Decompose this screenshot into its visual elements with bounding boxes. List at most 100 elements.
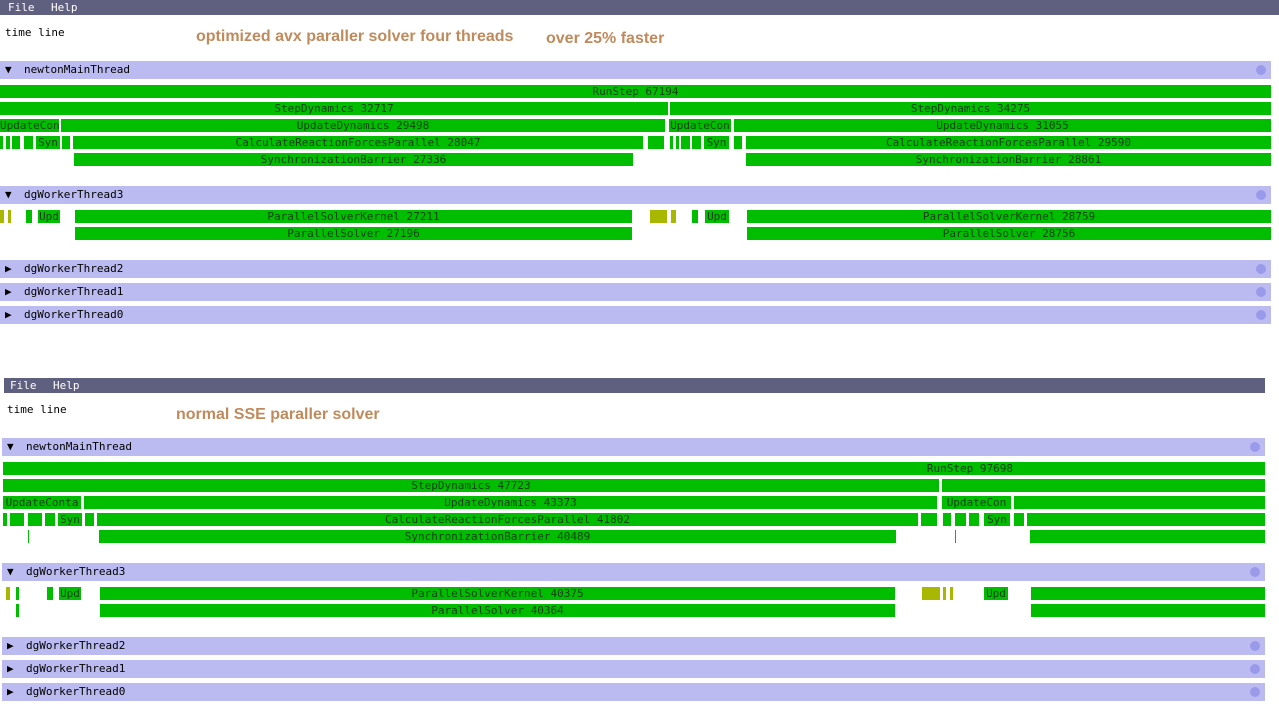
timeline-bar[interactable] bbox=[670, 136, 673, 149]
timeline-bar[interactable]: ParallelSolver 28756 bbox=[747, 227, 1271, 240]
timeline-bar[interactable]: Syn bbox=[36, 136, 60, 149]
timeline-bar[interactable] bbox=[1031, 604, 1265, 617]
collapse-arrow-icon[interactable]: ▼ bbox=[7, 440, 14, 453]
timeline-bar[interactable] bbox=[16, 587, 19, 600]
thread-name: newtonMainThread bbox=[26, 440, 132, 453]
timeline-bar[interactable] bbox=[1014, 496, 1265, 509]
timeline-bar[interactable]: Upd bbox=[59, 587, 81, 600]
thread-header-dgWorkerThread1[interactable]: ▶ dgWorkerThread1 bbox=[0, 283, 1271, 301]
timeline-bar[interactable] bbox=[62, 136, 70, 149]
timeline-bar[interactable]: Syn bbox=[58, 513, 82, 526]
timeline-bar[interactable] bbox=[922, 587, 940, 600]
timeline-bar[interactable] bbox=[24, 136, 33, 149]
timeline-bar[interactable] bbox=[692, 136, 701, 149]
thread-header-dgWorkerThread0[interactable]: ▶ dgWorkerThread0 bbox=[2, 683, 1265, 701]
timeline-bar[interactable] bbox=[3, 513, 7, 526]
timeline-bar[interactable] bbox=[942, 479, 1265, 492]
timeline-bar[interactable] bbox=[85, 513, 94, 526]
timeline-bar[interactable]: Upd bbox=[38, 210, 60, 223]
timeline-bar[interactable] bbox=[676, 136, 679, 149]
timeline-bar[interactable]: UpdateConta bbox=[3, 496, 81, 509]
timeline-bar[interactable]: ParallelSolverKernel 27211 bbox=[75, 210, 632, 223]
timeline-bar[interactable] bbox=[45, 513, 55, 526]
timeline-bar[interactable] bbox=[16, 604, 19, 617]
timeline-bar[interactable] bbox=[10, 513, 24, 526]
timeline-bar[interactable] bbox=[921, 513, 937, 526]
timeline-bar[interactable] bbox=[12, 136, 20, 149]
menu-help[interactable]: Help bbox=[53, 379, 80, 392]
timeline-bar[interactable] bbox=[6, 136, 10, 149]
timeline-bar[interactable]: UpdateDynamics 43373 bbox=[84, 496, 937, 509]
timeline-bar[interactable]: Syn bbox=[984, 513, 1010, 526]
timeline-bar[interactable]: SynchronizationBarrier 40489 bbox=[99, 530, 896, 543]
timeline-bar[interactable] bbox=[28, 530, 29, 543]
thread-header-dgWorkerThread0[interactable]: ▶ dgWorkerThread0 bbox=[0, 306, 1271, 324]
timeline-bar[interactable] bbox=[671, 210, 676, 223]
timeline-bar[interactable] bbox=[28, 513, 42, 526]
collapse-arrow-icon[interactable]: ▼ bbox=[5, 188, 12, 201]
timeline-bar[interactable] bbox=[955, 530, 956, 543]
menu-help[interactable]: Help bbox=[51, 1, 78, 14]
expand-arrow-icon[interactable]: ▶ bbox=[7, 685, 14, 698]
timeline-bar[interactable] bbox=[734, 136, 742, 149]
thread-header-newtonMainThread[interactable]: ▼ newtonMainThread bbox=[2, 438, 1265, 456]
timeline-bar[interactable]: ParallelSolver 27196 bbox=[75, 227, 632, 240]
timeline-bar[interactable] bbox=[950, 587, 953, 600]
timeline-bar[interactable]: UpdateCon bbox=[0, 119, 59, 132]
thread-header-dgWorkerThread3[interactable]: ▼ dgWorkerThread3 bbox=[2, 563, 1265, 581]
timeline-bar[interactable] bbox=[1030, 530, 1265, 543]
timeline-bar[interactable] bbox=[6, 587, 10, 600]
timeline-bar[interactable]: RunStep 67194 bbox=[0, 85, 1271, 98]
timeline-bar[interactable] bbox=[47, 587, 53, 600]
timeline-bar[interactable]: UpdateDynamics 31055 bbox=[734, 119, 1271, 132]
timeline-bar[interactable] bbox=[681, 136, 690, 149]
timeline-bar[interactable]: ParallelSolver 40364 bbox=[100, 604, 895, 617]
timeline-bar[interactable] bbox=[0, 136, 3, 149]
timeline-bar[interactable] bbox=[648, 136, 664, 149]
thread-header-dgWorkerThread2[interactable]: ▶ dgWorkerThread2 bbox=[2, 637, 1265, 655]
timeline-bar[interactable]: CalculateReactionForcesParallel 41802 bbox=[97, 513, 918, 526]
collapse-arrow-icon[interactable]: ▼ bbox=[5, 63, 12, 76]
timeline-bar[interactable]: StepDynamics 34275 bbox=[670, 102, 1271, 115]
timeline-bar[interactable]: SynchronizationBarrier 28861 bbox=[746, 153, 1271, 166]
timeline-bar[interactable] bbox=[26, 210, 32, 223]
timeline-bar[interactable] bbox=[650, 210, 667, 223]
timeline-bar[interactable]: SynchronizationBarrier 27336 bbox=[74, 153, 633, 166]
timeline-bar[interactable] bbox=[969, 513, 979, 526]
timeline-bar[interactable] bbox=[943, 513, 951, 526]
timeline-bar[interactable]: Syn bbox=[704, 136, 729, 149]
thread-header-dgWorkerThread2[interactable]: ▶ dgWorkerThread2 bbox=[0, 260, 1271, 278]
expand-arrow-icon[interactable]: ▶ bbox=[7, 639, 14, 652]
thread-status-dot-icon bbox=[1250, 664, 1260, 674]
timeline-bar[interactable] bbox=[1027, 513, 1265, 526]
timeline-bar[interactable] bbox=[692, 210, 698, 223]
expand-arrow-icon[interactable]: ▶ bbox=[5, 262, 12, 275]
timeline-bar[interactable]: Upd bbox=[705, 210, 729, 223]
menu-file[interactable]: File bbox=[8, 1, 35, 14]
timeline-bar[interactable]: Upd bbox=[984, 587, 1008, 600]
thread-header-newtonMainThread[interactable]: ▼ newtonMainThread bbox=[0, 61, 1271, 79]
timeline-bar[interactable]: ParallelSolverKernel 40375 bbox=[100, 587, 895, 600]
timeline-bar[interactable]: RunStep 97698 bbox=[3, 462, 1265, 475]
timeline-bar[interactable] bbox=[1031, 587, 1265, 600]
timeline-bar[interactable] bbox=[1014, 513, 1024, 526]
timeline-bar[interactable] bbox=[8, 210, 11, 223]
timeline-bar[interactable]: ParallelSolverKernel 28759 bbox=[747, 210, 1271, 223]
timeline-bar[interactable]: StepDynamics 47723 bbox=[3, 479, 939, 492]
expand-arrow-icon[interactable]: ▶ bbox=[5, 285, 12, 298]
timeline-bar[interactable]: UpdateCon bbox=[942, 496, 1011, 509]
timeline-bar[interactable]: CalculateReactionForcesParallel 28047 bbox=[73, 136, 643, 149]
expand-arrow-icon[interactable]: ▶ bbox=[5, 308, 12, 321]
thread-header-dgWorkerThread1[interactable]: ▶ dgWorkerThread1 bbox=[2, 660, 1265, 678]
timeline-bar[interactable]: UpdateDynamics 29498 bbox=[61, 119, 665, 132]
menu-file[interactable]: File bbox=[10, 379, 37, 392]
timeline-bar[interactable] bbox=[0, 210, 4, 223]
timeline-bar[interactable]: UpdateCon bbox=[669, 119, 731, 132]
timeline-bar[interactable] bbox=[955, 513, 966, 526]
expand-arrow-icon[interactable]: ▶ bbox=[7, 662, 14, 675]
collapse-arrow-icon[interactable]: ▼ bbox=[7, 565, 14, 578]
thread-header-dgWorkerThread3[interactable]: ▼ dgWorkerThread3 bbox=[0, 186, 1271, 204]
timeline-bar[interactable] bbox=[943, 587, 946, 600]
timeline-bar[interactable]: CalculateReactionForcesParallel 29590 bbox=[746, 136, 1271, 149]
timeline-bar[interactable]: StepDynamics 32717 bbox=[0, 102, 668, 115]
